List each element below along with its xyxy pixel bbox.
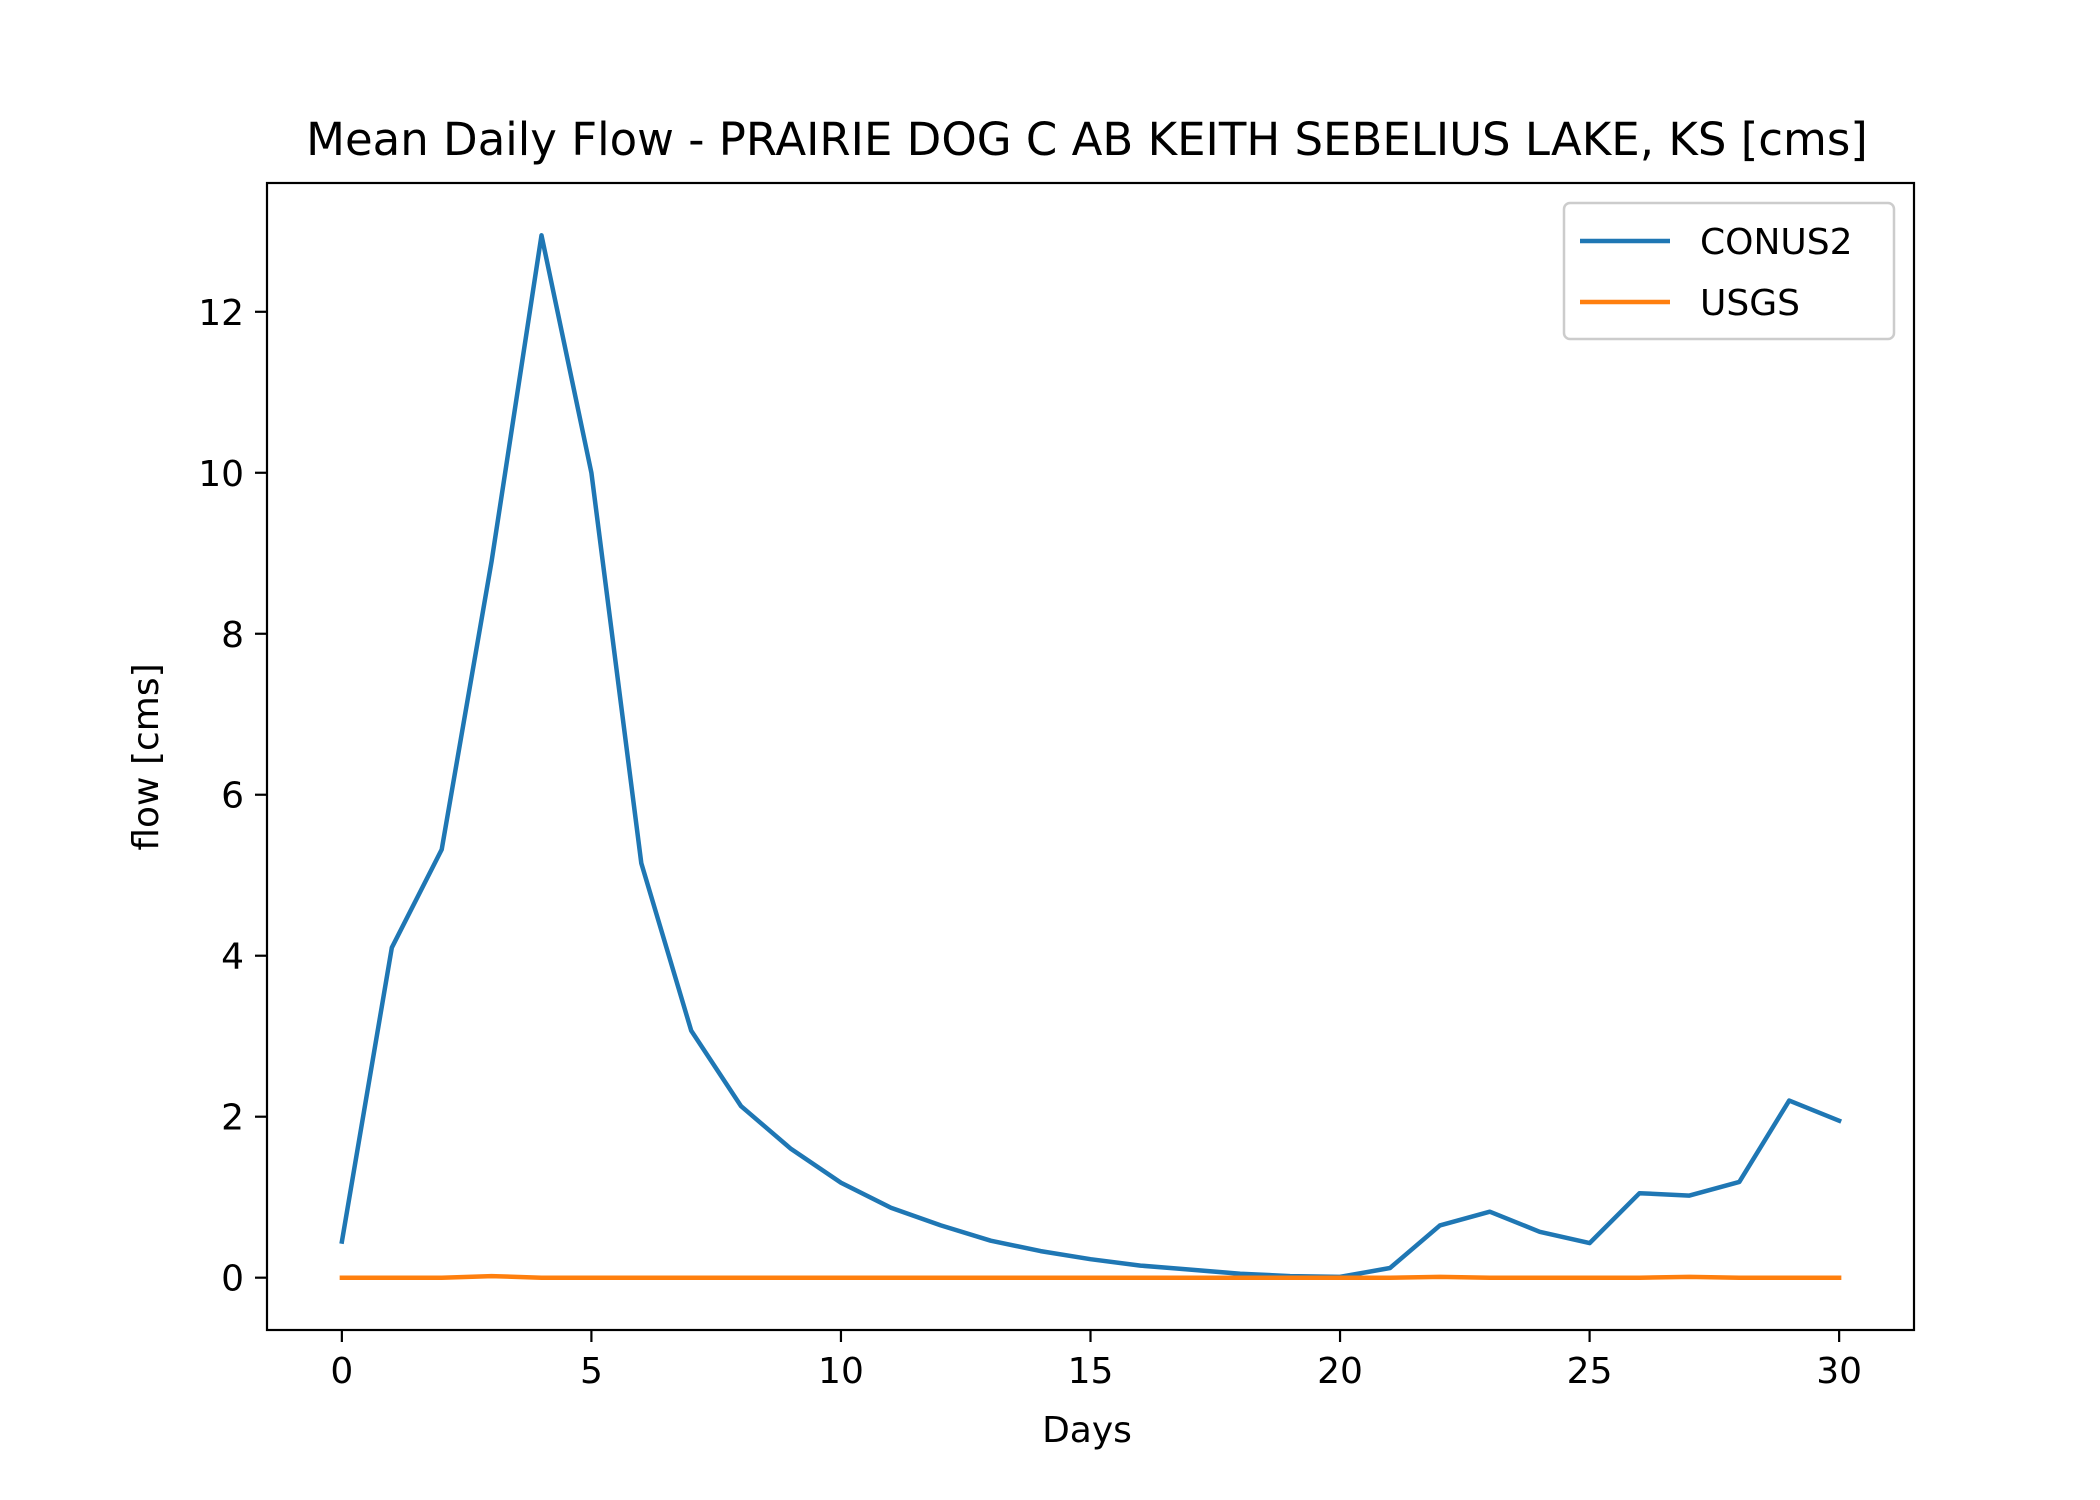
y-tick-label: 10 <box>198 454 244 495</box>
plot-area <box>339 233 1843 1280</box>
y-tick-label: 4 <box>221 937 244 978</box>
chart-title: Mean Daily Flow - PRAIRIE DOG C AB KEITH… <box>306 113 1868 166</box>
x-tick-label: 25 <box>1567 1351 1613 1392</box>
series-line-usgs <box>339 1273 1842 1280</box>
x-tick-label: 0 <box>330 1351 353 1392</box>
legend-label-conus2: CONUS2 <box>1700 222 1853 263</box>
y-tick-label: 8 <box>221 615 244 656</box>
y-tick-label: 2 <box>221 1098 244 1139</box>
y-tick-label: 6 <box>221 776 244 817</box>
legend-label-usgs: USGS <box>1700 283 1800 324</box>
legend-box <box>1562 201 1896 341</box>
x-tick-label: 5 <box>580 1351 603 1392</box>
series-line-conus2 <box>339 233 1843 1280</box>
y-tick-label: 12 <box>198 293 244 334</box>
y-axis-label: flow [cms] <box>126 663 167 850</box>
x-tick-label: 30 <box>1816 1351 1862 1392</box>
x-axis-label: Days <box>1042 1410 1132 1451</box>
x-tick-label: 15 <box>1068 1351 1114 1392</box>
x-tick-label: 20 <box>1317 1351 1363 1392</box>
y-tick-label: 0 <box>221 1259 244 1300</box>
legend: CONUS2 USGS <box>1562 201 1896 341</box>
x-tick-label: 10 <box>818 1351 864 1392</box>
axes: 0 5 10 15 20 25 30 0 2 4 6 8 10 12 <box>198 181 1916 1392</box>
